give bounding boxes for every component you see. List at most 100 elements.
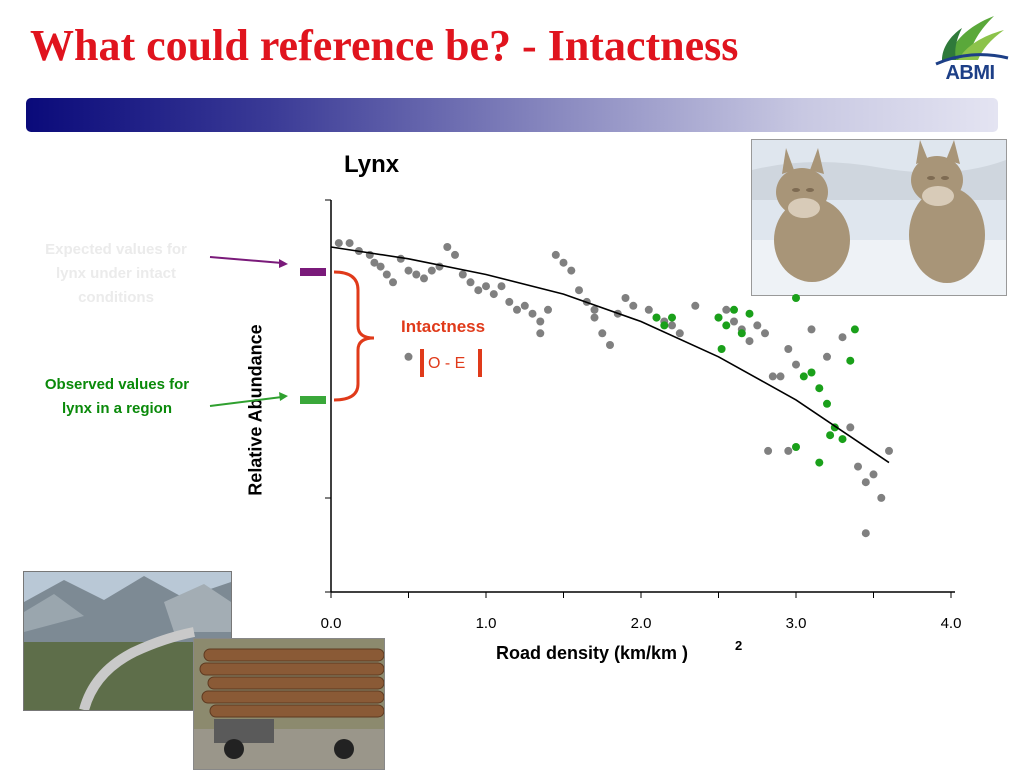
grey-data-point: [846, 423, 855, 432]
grey-data-point: [753, 321, 762, 330]
grey-data-point: [575, 286, 583, 295]
intactness-brace: [333, 270, 375, 402]
grey-data-point: [764, 446, 773, 455]
grey-data-point: [567, 266, 576, 275]
grey-data-point: [370, 258, 379, 267]
green-data-point: [815, 458, 824, 467]
green-data-point: [668, 313, 676, 322]
x-axis-ticks: 0.0 1.0 2.0 3.0 4.0: [321, 592, 962, 632]
grey-data-point: [745, 337, 754, 346]
green-data-point: [850, 325, 859, 334]
expected-values-label: Expected values for lynx under intact co…: [45, 241, 187, 306]
grey-data-point: [536, 329, 545, 338]
green-data-point: [799, 372, 808, 381]
mountain-highway-photo: [23, 571, 232, 711]
grey-data-point: [443, 243, 452, 251]
green-data-point: [722, 321, 731, 330]
green-data-point: [737, 329, 746, 338]
grey-data-point: [458, 270, 467, 279]
grey-data-point: [761, 329, 769, 338]
grey-data-point: [629, 301, 638, 310]
grey-data-point: [528, 309, 537, 318]
x-tick-label: 0.0: [321, 615, 342, 632]
trend-curve: [330, 246, 890, 464]
oe-left-bracket: [420, 349, 424, 377]
green-data-point: [730, 305, 738, 314]
grey-data-point: [427, 266, 436, 275]
grey-data-point: [838, 333, 847, 342]
grey-data-point: [621, 294, 630, 302]
grey-data-point: [768, 372, 777, 381]
green-data-point: [846, 356, 855, 365]
grey-data-point: [412, 270, 421, 279]
grey-data-point: [784, 345, 793, 353]
grey-data-point: [691, 301, 700, 310]
green-data-point: [745, 309, 754, 318]
x-axis-label-superscript: 2: [735, 638, 743, 653]
observed-values-label: Observed values for lynx in a region: [44, 376, 190, 417]
grey-data-point: [668, 321, 676, 330]
lynx-photo: [751, 139, 1007, 296]
grey-data-point: [598, 329, 607, 338]
expected-arrow: [209, 256, 288, 268]
grey-data-point: [823, 352, 831, 361]
data-points: [334, 239, 893, 538]
observed-arrow: [209, 392, 288, 407]
green-data-point: [792, 294, 800, 302]
green-data-point: [660, 321, 669, 330]
grey-data-point: [474, 286, 483, 295]
grey-data-point: [861, 478, 870, 487]
grey-data-point: [590, 305, 599, 314]
green-data-point: [717, 345, 726, 353]
x-tick-label: 2.0: [631, 615, 652, 632]
green-data-point: [823, 399, 831, 408]
y-axis-ticks: [325, 199, 331, 593]
intactness-label: Intactness: [401, 317, 486, 336]
grey-data-point: [376, 262, 385, 271]
grey-data-point: [559, 258, 568, 267]
grey-data-point: [807, 325, 816, 334]
grey-data-point: [520, 301, 529, 310]
grey-data-point: [513, 305, 521, 314]
grey-data-point: [722, 305, 731, 314]
grey-data-point: [644, 305, 653, 314]
observed-marker: [300, 396, 326, 404]
x-tick-label: 3.0: [786, 615, 807, 632]
grey-data-point: [420, 274, 428, 283]
grey-data-point: [334, 239, 343, 248]
slide-title: What could reference be? - Intactness: [30, 21, 739, 70]
grey-data-point: [675, 329, 684, 338]
o-minus-e-label: O - E: [428, 355, 466, 372]
grey-data-point: [877, 493, 886, 502]
grey-data-point: [730, 317, 738, 326]
x-tick-label: 4.0: [941, 615, 962, 632]
grey-data-point: [466, 278, 475, 287]
logging-truck-photo: [193, 638, 385, 770]
grey-data-point: [404, 266, 413, 275]
grey-data-point: [784, 446, 793, 455]
x-tick-label: 1.0: [476, 615, 497, 632]
green-data-point: [792, 443, 800, 451]
chart-axes: [330, 200, 955, 593]
grey-data-point: [606, 341, 614, 349]
x-axis-label: Road density (km/km ): [496, 643, 689, 663]
grey-data-point: [590, 313, 599, 322]
title-underline-bar: [26, 98, 998, 132]
grey-data-point: [489, 290, 498, 299]
grey-data-point: [544, 305, 552, 314]
green-data-point: [652, 313, 661, 322]
grey-data-point: [885, 446, 893, 455]
green-data-point: [807, 368, 816, 377]
grey-data-point: [869, 470, 878, 479]
grey-data-point: [497, 282, 506, 291]
grey-data-point: [345, 239, 354, 248]
grey-data-point: [389, 278, 397, 287]
grey-data-point: [551, 250, 560, 259]
grey-data-point: [382, 270, 391, 279]
green-data-point: [815, 384, 824, 393]
green-data-point: [838, 435, 847, 444]
grey-data-point: [854, 462, 862, 471]
grey-data-point: [792, 360, 800, 369]
oe-right-bracket: [478, 349, 482, 377]
